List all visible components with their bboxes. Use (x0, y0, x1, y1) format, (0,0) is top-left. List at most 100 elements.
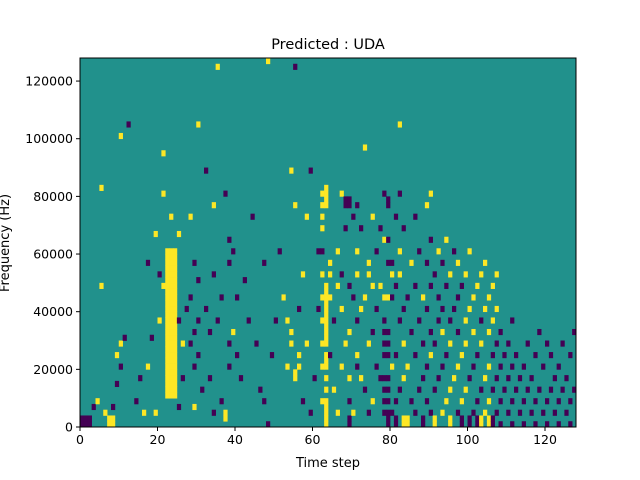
heatmap-cell (165, 265, 170, 272)
heatmap-cell (483, 375, 488, 382)
heatmap-cell (266, 421, 271, 428)
heatmap-cell (157, 317, 162, 324)
heatmap-cell (126, 121, 131, 128)
heatmap-cell (289, 328, 294, 336)
heatmap-cell (351, 409, 356, 416)
heatmap-cell (386, 340, 391, 347)
heatmap-cell (510, 398, 515, 405)
heatmap-cell (165, 288, 170, 295)
heatmap-cell (196, 352, 201, 359)
heatmap-cell (169, 328, 174, 336)
heatmap-cell (386, 236, 391, 243)
heatmap-cell (440, 305, 445, 313)
heatmap-cell (165, 282, 170, 289)
heatmap-cell (424, 259, 430, 266)
heatmap-cell (560, 340, 565, 347)
heatmap-cell (490, 415, 495, 422)
heatmap-cell (374, 305, 379, 313)
heatmap-cell (448, 386, 453, 393)
heatmap-cell (502, 352, 507, 359)
heatmap-cell (169, 346, 174, 353)
heatmap-cell (347, 398, 352, 405)
heatmap-cell (494, 375, 499, 382)
heatmap-cell (169, 363, 174, 370)
heatmap-cell (432, 340, 437, 347)
heatmap-cell (289, 167, 294, 174)
heatmap-cell (145, 363, 151, 370)
heatmap-cell (459, 398, 464, 405)
heatmap-cell (215, 63, 220, 70)
heatmap-cell (452, 375, 457, 382)
heatmap-cell (87, 415, 92, 422)
y-tick-label: 80000 (33, 189, 73, 204)
heatmap-cell (428, 328, 433, 336)
heatmap-cell (328, 259, 333, 266)
heatmap-cell (424, 305, 430, 313)
heatmap-cell (169, 288, 174, 295)
heatmap-cell (293, 369, 298, 376)
heatmap-cell (324, 184, 329, 191)
heatmap-cell (405, 363, 410, 370)
heatmap-cell (324, 305, 329, 313)
heatmap-cell (200, 386, 205, 393)
chart-title: Predicted : UDA (271, 37, 385, 53)
heatmap-cell (455, 294, 461, 301)
heatmap-cell (173, 363, 178, 370)
heatmap-cell (169, 352, 174, 359)
heatmap-cell (165, 271, 170, 278)
heatmap-cell (393, 282, 399, 289)
heatmap-cell (483, 409, 488, 416)
heatmap-cell (347, 196, 352, 203)
heatmap-cell (192, 363, 197, 370)
heatmap-cell (324, 202, 329, 209)
heatmap-cell (424, 398, 430, 405)
heatmap-cell (324, 334, 329, 341)
heatmap-cell (440, 259, 445, 266)
x-tick-label: 0 (76, 432, 84, 447)
heatmap-cell (169, 254, 174, 261)
heatmap-cell (320, 317, 325, 324)
heatmap-cell (409, 398, 414, 405)
heatmap-cell (548, 386, 554, 393)
heatmap-cell (173, 340, 178, 347)
heatmap-cell (444, 236, 449, 243)
heatmap-cell (374, 248, 379, 255)
heatmap-cell (343, 196, 348, 203)
heatmap-cell (165, 317, 170, 324)
heatmap-cell (118, 132, 123, 140)
heatmap-cell (134, 398, 139, 405)
heatmap-cell (440, 409, 445, 416)
heatmap-cell (401, 415, 406, 422)
heatmap-cell (324, 196, 329, 203)
heatmap-cell (297, 305, 302, 313)
heatmap-cell (455, 259, 461, 266)
heatmap-cell (521, 398, 526, 405)
y-tick-label: 120000 (25, 74, 73, 89)
heatmap-cell (362, 144, 368, 151)
heatmap-cell (153, 409, 158, 416)
heatmap-cell (169, 305, 174, 313)
heatmap-cell (428, 236, 433, 243)
heatmap-cell (215, 317, 220, 324)
x-tick-label: 60 (305, 432, 321, 447)
heatmap-cell (285, 317, 290, 324)
heatmap-cell (211, 271, 216, 278)
heatmap-cell (173, 334, 178, 341)
heatmap-cell (564, 375, 569, 382)
heatmap-cell (165, 259, 170, 266)
heatmap-cell (347, 421, 352, 428)
heatmap-cell (409, 259, 414, 266)
heatmap-cell (293, 375, 298, 382)
heatmap-cell (169, 386, 174, 393)
heatmap-cell (467, 248, 472, 255)
heatmap-cell (246, 317, 251, 324)
heatmap-cell (173, 259, 178, 266)
heatmap-cell (448, 340, 453, 347)
heatmap-cell (564, 409, 569, 416)
heatmap-cell (165, 352, 170, 359)
heatmap-cell (351, 294, 356, 301)
heatmap-cell (413, 282, 418, 289)
heatmap-cell (308, 409, 313, 416)
heatmap-cell (289, 340, 294, 347)
heatmap-cell (444, 398, 449, 405)
